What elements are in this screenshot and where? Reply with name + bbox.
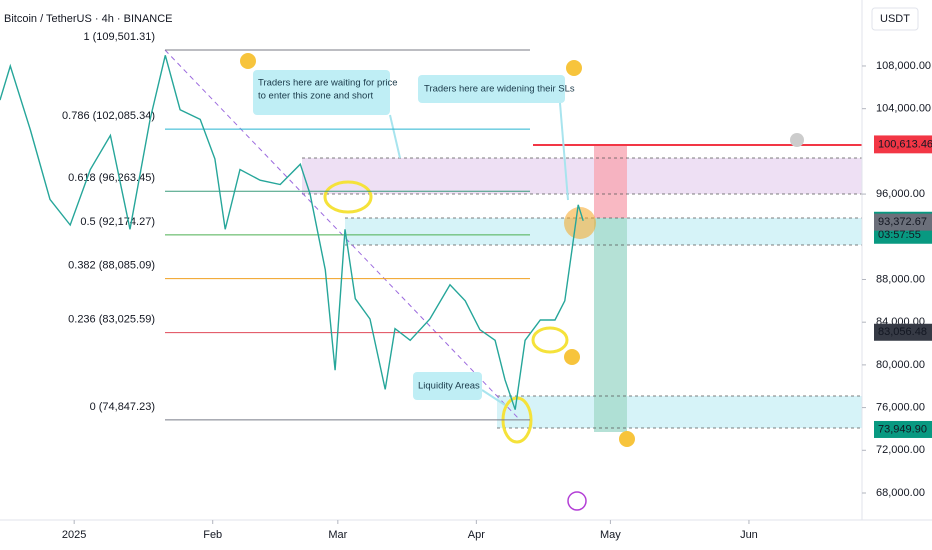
price-label: 83,056.48 xyxy=(878,326,927,338)
x-tick-label: Jun xyxy=(740,529,758,541)
y-tick-label: 68,000.00 xyxy=(876,487,925,499)
currency-box xyxy=(871,7,919,31)
callout-box xyxy=(253,70,390,115)
y-tick-label: 76,000.00 xyxy=(876,401,925,413)
y-tick-label: 104,000.00 xyxy=(876,103,931,115)
fib-label: 0.618 (96,263.45) xyxy=(68,172,155,184)
price-label: 100,613.46 xyxy=(878,139,932,151)
callout-pointer xyxy=(389,114,401,159)
highlight xyxy=(531,326,569,354)
y-tick-label: 80,000.00 xyxy=(876,359,925,371)
chart-title: Bitcoin / TetherUS · 4h · BINANCE xyxy=(4,13,173,25)
countdown: 03:57:55 xyxy=(878,229,921,241)
x-tick-label: May xyxy=(600,529,621,541)
price-label-box xyxy=(874,136,932,154)
liquidity-zone xyxy=(497,396,862,428)
callout-pointer xyxy=(481,389,506,406)
emoji-icons xyxy=(240,53,804,511)
x-tick-label: Feb xyxy=(203,529,222,541)
annotation-text: Traders here are widening their SLs xyxy=(424,84,575,95)
x-tick-label: Apr xyxy=(468,529,485,541)
y-tick-label: 88,000.00 xyxy=(876,273,925,285)
fib-label: 0.5 (92,174.27) xyxy=(80,216,155,228)
price-label-box xyxy=(874,213,932,231)
supply-zone xyxy=(302,158,862,194)
callout-box xyxy=(418,75,565,103)
zone-borders xyxy=(302,157,862,429)
fib-label: 0 (74,847.23) xyxy=(90,401,155,413)
price-label-box xyxy=(874,420,932,438)
annotation-text: Liquidity Areas xyxy=(418,381,480,392)
fib-label: 1 (109,501.31) xyxy=(83,31,155,43)
x-tick-label: Mar xyxy=(328,529,347,541)
fib-label: 0.786 (102,085.34) xyxy=(62,110,155,122)
target-zone xyxy=(594,218,627,432)
price-label: 73,949.90 xyxy=(878,423,927,435)
y-tick-label: 96,000.00 xyxy=(876,188,925,200)
price-label-box xyxy=(874,323,932,341)
x-tick-label: 2025 xyxy=(62,529,86,541)
highlight xyxy=(323,180,373,214)
stop-zone xyxy=(594,145,627,218)
price-line xyxy=(0,55,584,410)
fib-label: 0.382 (88,085.09) xyxy=(68,259,155,271)
currency: USDT xyxy=(880,13,910,25)
annotation-text: to enter this zone and short xyxy=(258,91,373,102)
y-tick-label: 108,000.00 xyxy=(876,60,931,72)
callout-pointer xyxy=(559,102,569,201)
callout-box xyxy=(413,372,482,400)
annotation-text: Traders here are waiting for price xyxy=(258,78,398,89)
highlight xyxy=(564,207,596,239)
fib-label: 0.236 (83,025.59) xyxy=(68,313,155,325)
price-label: 93,372.67 xyxy=(878,216,927,228)
y-tick-label: 72,000.00 xyxy=(876,444,925,456)
